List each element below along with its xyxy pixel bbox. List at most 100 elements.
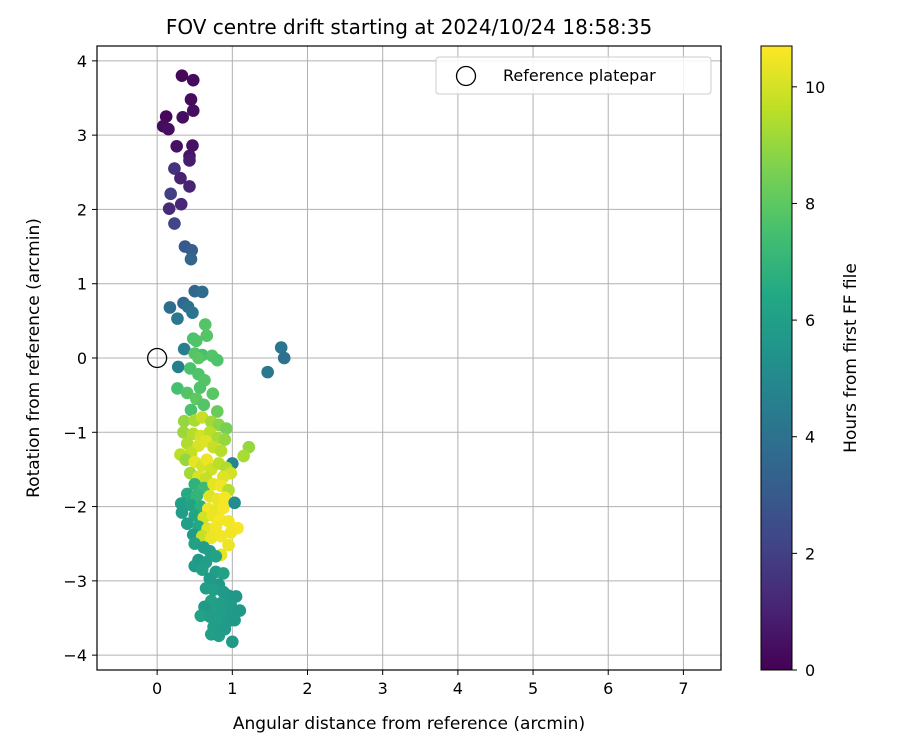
scatter-point <box>162 122 175 136</box>
legend-box <box>435 56 712 95</box>
scatter-point <box>261 365 274 379</box>
x-tick-label: 0 <box>152 679 162 698</box>
scatter-point <box>163 301 177 314</box>
x-tick-label: 5 <box>528 679 538 698</box>
scatter-point <box>209 550 223 563</box>
y-tick-label: 0 <box>77 349 87 368</box>
legend-entry-label: Reference platepar <box>503 66 656 85</box>
scatter-point <box>186 73 200 87</box>
scatter-point <box>177 414 191 428</box>
scatter-point <box>195 285 209 299</box>
x-axis-ticks: 0 1 2 3 4 5 6 7 <box>152 670 689 698</box>
scatter-point <box>274 341 288 354</box>
y-axis-label: Rotation from reference (arcmin) <box>24 218 44 498</box>
legend: Reference platepar <box>435 56 712 95</box>
scatter-point <box>162 202 176 215</box>
y-tick-label: −3 <box>63 572 87 591</box>
scatter-point <box>184 498 198 512</box>
scatter-point <box>189 334 203 348</box>
x-tick-label: 7 <box>678 679 688 698</box>
scatter-point <box>159 110 173 123</box>
scatter-point <box>180 487 194 501</box>
scatter-point <box>228 496 241 510</box>
scatter-points <box>156 69 291 649</box>
scatter-point <box>168 162 181 175</box>
y-tick-label: −4 <box>63 646 87 665</box>
scatter-point <box>175 69 189 83</box>
scatter-point <box>228 613 241 627</box>
scatter-point <box>214 444 228 458</box>
scatter-point <box>171 360 185 374</box>
scatter-point <box>218 491 232 504</box>
scatter-point <box>200 453 214 467</box>
scatter-point <box>174 171 187 185</box>
scatter-point <box>186 139 199 152</box>
colorbar-ticks: 0 2 4 6 8 10 <box>792 78 825 680</box>
scatter-point <box>180 517 194 530</box>
scatter-point <box>171 382 184 395</box>
scatter-point <box>186 306 199 319</box>
scatter-point <box>200 329 214 343</box>
colorbar-tick-label: 6 <box>805 311 815 330</box>
colorbar-tick-label: 10 <box>805 78 825 97</box>
scatter-point <box>207 583 220 597</box>
scatter-point <box>184 252 198 266</box>
x-tick-label: 3 <box>378 679 388 698</box>
scatter-point <box>180 437 194 450</box>
chart-title: FOV centre drift starting at 2024/10/24 … <box>166 15 652 39</box>
scatter-point <box>210 353 224 367</box>
x-tick-label: 1 <box>227 679 237 698</box>
scatter-point <box>277 351 291 365</box>
scatter-point <box>237 449 250 463</box>
scatter-point <box>190 489 204 502</box>
scatter-point <box>217 501 230 515</box>
scatter-point <box>224 526 238 539</box>
scatter-point <box>203 572 217 585</box>
x-axis-label: Angular distance from reference (arcmin) <box>233 714 585 734</box>
x-tick-label: 4 <box>453 679 463 698</box>
colorbar: 0 2 4 6 8 10 Hours from first FF file <box>760 45 861 680</box>
scatter-point <box>193 381 207 395</box>
y-tick-label: −1 <box>63 423 87 442</box>
scatter-point <box>183 154 196 167</box>
y-tick-label: 1 <box>77 275 87 294</box>
scatter-point <box>206 387 220 400</box>
scatter-point <box>168 217 181 230</box>
legend-marker-icon <box>455 65 477 87</box>
scatter-point <box>177 342 191 356</box>
scatter-point <box>194 609 208 623</box>
scatter-point <box>184 403 198 417</box>
scatter-point <box>220 422 233 435</box>
scatter-point <box>198 318 212 331</box>
x-tick-label: 6 <box>603 679 613 698</box>
scatter-point <box>171 312 184 325</box>
x-tick-label: 2 <box>302 679 312 698</box>
scatter-point <box>174 197 188 211</box>
y-tick-label: −2 <box>63 498 87 517</box>
scatter-point <box>176 111 190 124</box>
scatter-point <box>177 425 190 439</box>
scatter-point <box>218 433 232 447</box>
scatter-point <box>217 567 230 580</box>
scatter-point <box>233 604 247 617</box>
scatter-point <box>222 515 235 528</box>
colorbar-tick-label: 8 <box>805 194 815 213</box>
scatter-point <box>195 563 209 577</box>
y-tick-label: 3 <box>77 126 87 145</box>
colorbar-gradient <box>760 45 793 671</box>
colorbar-tick-label: 4 <box>805 428 815 447</box>
scatter-point <box>186 104 200 117</box>
y-axis-ticks: −4 −3 −2 −1 0 1 2 3 4 <box>63 52 97 665</box>
scatter-point <box>183 180 196 193</box>
scatter-point <box>192 351 205 365</box>
y-tick-label: 4 <box>77 52 87 71</box>
scatter-point <box>226 635 239 649</box>
scatter-point <box>214 529 228 543</box>
scatter-point <box>175 506 189 519</box>
scatter-point <box>180 386 194 400</box>
scatter-point <box>164 187 177 201</box>
scatter-point <box>203 610 217 623</box>
colorbar-tick-label: 0 <box>805 661 815 680</box>
scatter-point <box>212 629 226 643</box>
